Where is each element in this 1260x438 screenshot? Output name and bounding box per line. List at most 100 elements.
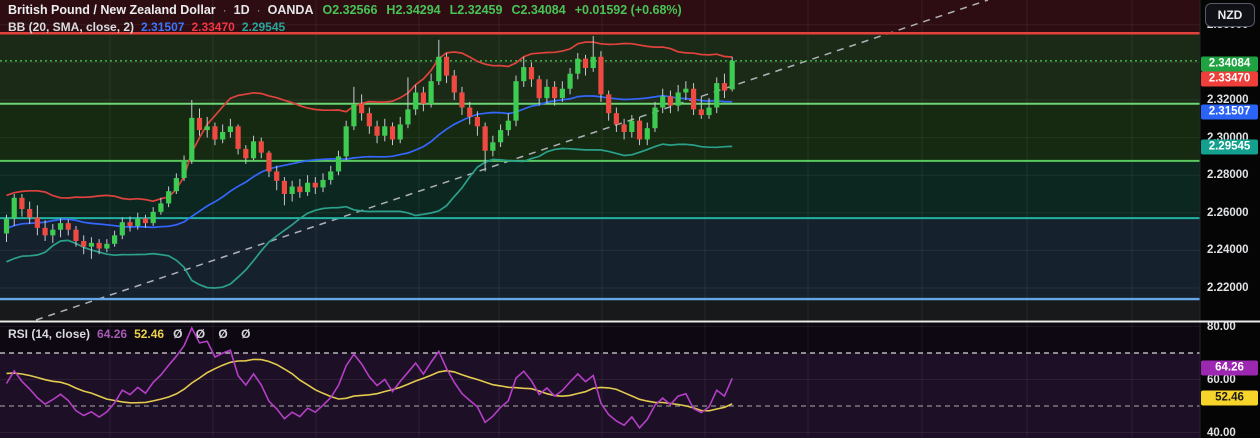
rsi-zone: [0, 323, 1200, 353]
candle-up: [227, 126, 233, 132]
candle-down: [606, 94, 612, 114]
candle-down: [636, 120, 643, 140]
price-axis[interactable]: NZD 2.360002.320002.300002.280002.260002…: [1200, 0, 1260, 438]
candle-down: [582, 58, 589, 69]
candle-up: [166, 191, 172, 204]
candle-down: [312, 182, 318, 188]
candle-down: [266, 152, 272, 172]
candle-down: [451, 75, 457, 93]
candle-down: [467, 107, 473, 117]
bb-lower-value: 2.29545: [241, 20, 286, 34]
rsi-legend: RSI (14, close) 64.26 52.46 Ø Ø Ø Ø: [8, 327, 255, 341]
candle-down: [667, 96, 674, 106]
candle-up: [111, 235, 118, 244]
candle-up: [204, 126, 210, 131]
rsi-indicator-label[interactable]: RSI (14, close): [8, 327, 91, 341]
candle-up: [644, 128, 650, 140]
symbol-legend: British Pound / New Zealand Dollar · 1D …: [8, 3, 682, 17]
candle-down: [281, 180, 288, 194]
bb-legend: BB (20, SMA, close, 2) 2.31507 2.33470 2…: [8, 20, 285, 34]
rsi-empty-values: Ø Ø Ø Ø: [173, 327, 256, 341]
candle-up: [351, 103, 357, 127]
candle-up: [50, 229, 56, 236]
candle-up: [652, 107, 658, 129]
high-value: H2.34294: [386, 3, 441, 17]
candle-up: [729, 60, 735, 90]
candle-up: [220, 131, 226, 140]
price-badge: 2.31507: [1201, 104, 1258, 120]
price-zone: [0, 103, 1200, 161]
axis-tick-label: 80.00: [1207, 320, 1236, 333]
bb-upper-line: [6, 41, 733, 203]
axis-tick-label: 2.32000: [1207, 94, 1249, 106]
candle-down: [297, 186, 303, 193]
candle-up: [382, 126, 388, 136]
candle-down: [212, 126, 218, 140]
candle-up: [714, 83, 720, 108]
candle-up: [3, 218, 10, 234]
candle-down: [258, 141, 264, 153]
candle-down: [274, 171, 280, 181]
rsi-line: [5, 326, 733, 430]
price-badge: 2.34084: [1201, 56, 1258, 72]
candle-down: [482, 126, 488, 151]
trendline[interactable]: [35, 0, 989, 321]
candle-up: [119, 222, 125, 236]
candle-down: [81, 241, 87, 247]
price-badge: 2.29545: [1201, 139, 1258, 155]
candle-up: [590, 56, 596, 69]
candle-down: [698, 109, 704, 116]
change-value: +0.01592 (+0.68%): [574, 3, 682, 17]
candle-up: [335, 156, 342, 172]
price-badge: 52.46: [1201, 390, 1258, 406]
candle-up: [181, 160, 187, 179]
candle-up: [413, 92, 419, 110]
candle-up: [513, 81, 519, 121]
candle-down: [690, 88, 697, 110]
interval-label[interactable]: 1D: [233, 3, 250, 17]
candle-down: [65, 223, 71, 230]
axis-tick-label: 60.00: [1207, 373, 1236, 386]
currency-button[interactable]: NZD: [1205, 3, 1255, 27]
candle-down: [552, 86, 558, 99]
bb-lower-line: [6, 143, 733, 289]
candle-up: [189, 117, 195, 161]
candle-up: [575, 58, 581, 74]
candle-down: [613, 113, 619, 125]
candle-up: [104, 243, 110, 249]
symbol-title[interactable]: British Pound / New Zealand Dollar: [8, 3, 216, 17]
low-value: L2.32459: [449, 3, 503, 17]
candle-down: [73, 229, 79, 241]
close-value: C2.34084: [511, 3, 566, 17]
separator-dot: ·: [256, 3, 261, 17]
candle-up: [158, 203, 164, 212]
candle-down: [127, 222, 133, 226]
candle-down: [19, 197, 25, 210]
rsi-plot: [5, 326, 733, 430]
candle-up: [436, 56, 442, 82]
candle-down: [27, 209, 33, 218]
candle-up: [497, 130, 504, 143]
candle-up: [405, 109, 411, 125]
candle-down: [721, 83, 728, 91]
candle-up: [559, 88, 565, 99]
candle-up: [428, 81, 434, 104]
price-levels: [0, 32, 1200, 301]
candle-up: [289, 186, 295, 194]
rsi-zone: [0, 353, 1200, 438]
candle-up: [57, 223, 64, 230]
price-zone: [0, 160, 1200, 219]
candle-up: [343, 126, 349, 157]
axis-tick-label: 2.26000: [1207, 206, 1249, 219]
axis-tick-label: 2.22000: [1207, 282, 1249, 294]
candle-down: [235, 126, 241, 149]
axis-tick-label: 40.00: [1207, 426, 1236, 438]
candle-up: [660, 96, 666, 108]
bb-indicator-label[interactable]: BB (20, SMA, close, 2): [8, 20, 135, 34]
candle-down: [621, 124, 627, 132]
candle-down: [34, 217, 40, 228]
candle-down: [96, 242, 102, 249]
candle-down: [374, 126, 380, 136]
